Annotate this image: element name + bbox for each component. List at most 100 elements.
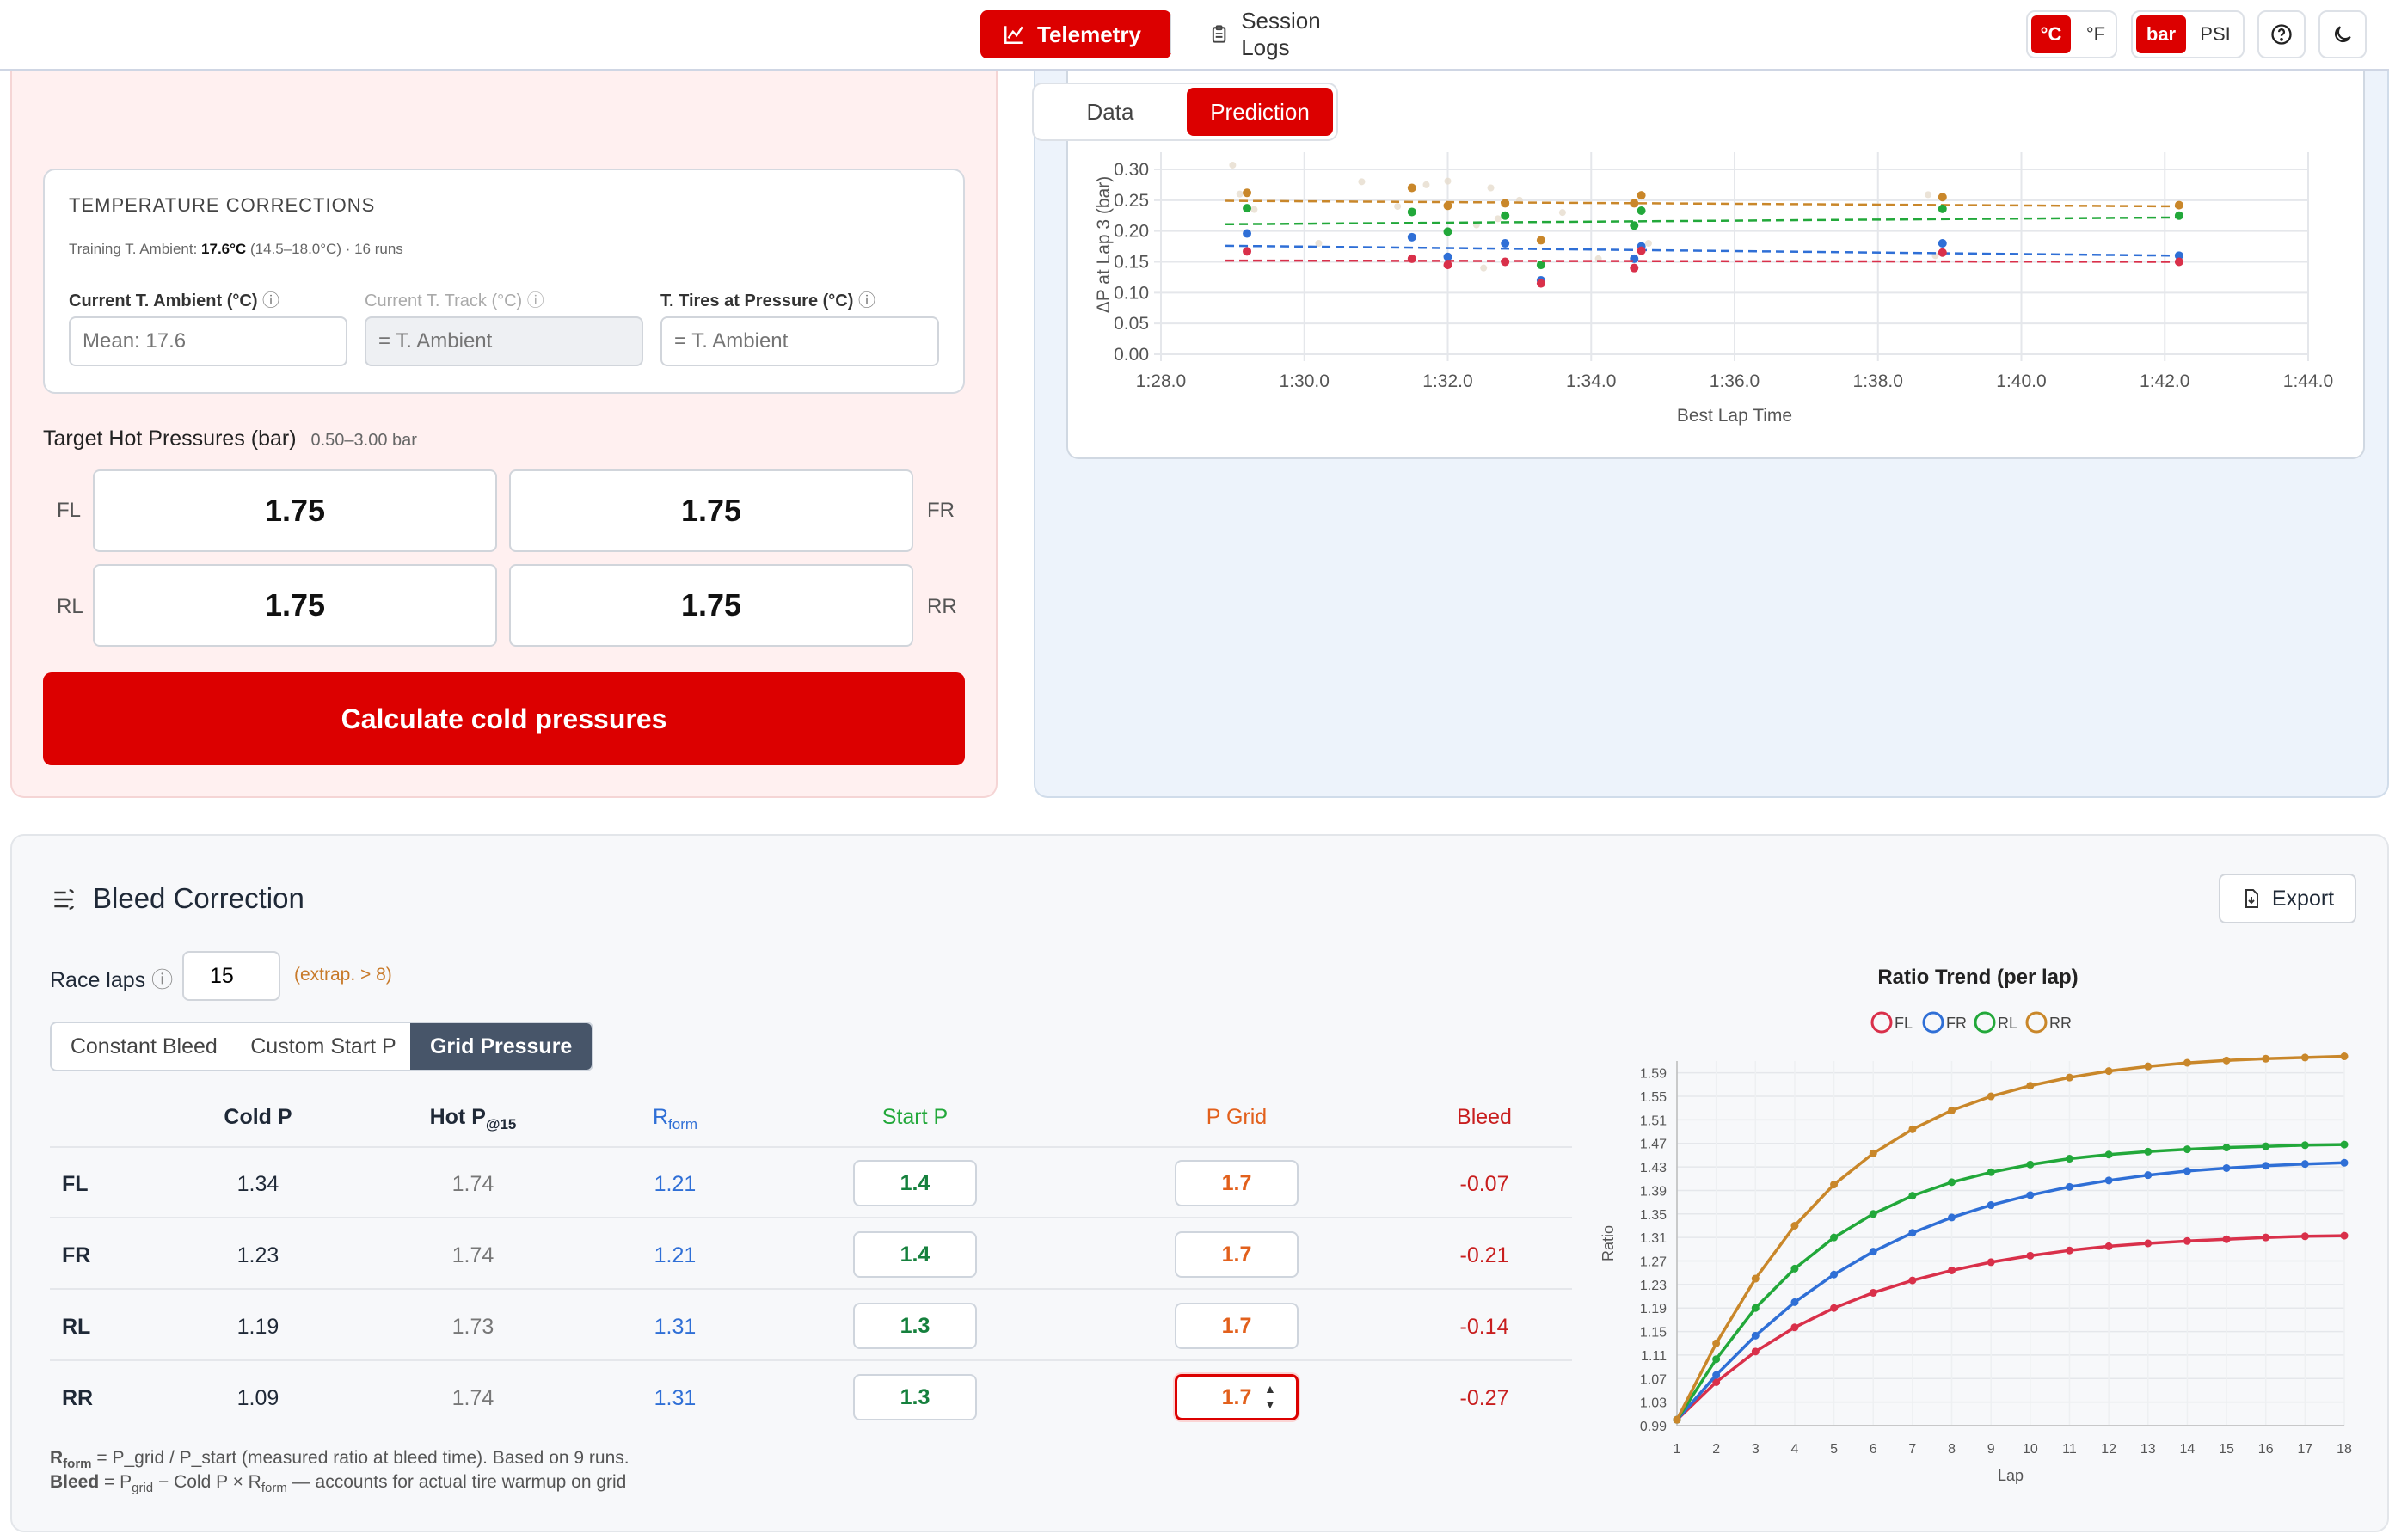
faded-point xyxy=(1644,240,1652,247)
dark-mode-button[interactable] xyxy=(2318,10,2367,58)
session-logs-tab[interactable]: Session Logs xyxy=(1187,8,1393,60)
faded-point xyxy=(1487,184,1495,192)
row-p-grid-input[interactable]: 1.7 xyxy=(1175,1231,1299,1278)
row-start-p-input[interactable]: 1.4 xyxy=(853,1231,977,1278)
row-tire-label: RL xyxy=(62,1315,91,1339)
faded-point xyxy=(1444,177,1452,185)
series-point xyxy=(2222,1144,2231,1152)
row-start-p-input[interactable]: 1.3 xyxy=(853,1303,977,1349)
temp-corrections-title: TEMPERATURE CORRECTIONS xyxy=(69,194,376,216)
data-point xyxy=(1630,221,1639,230)
series-point xyxy=(2300,1232,2309,1241)
row-cold-p: 1.23 xyxy=(236,1243,279,1267)
header-bleed: Bleed xyxy=(1457,1105,1512,1129)
stepper-icon[interactable]: ▲ ▼ xyxy=(1264,1382,1276,1411)
tires-temp-input[interactable] xyxy=(660,316,939,366)
series-point xyxy=(1712,1371,1721,1379)
x-tick-label: 7 xyxy=(1908,1442,1916,1457)
row-start-p-input[interactable]: 1.3 xyxy=(853,1374,977,1420)
help-button[interactable] xyxy=(2257,10,2306,58)
faded-point xyxy=(1358,178,1366,186)
row-divider xyxy=(50,1217,1572,1218)
series-point xyxy=(1751,1331,1760,1340)
y-tick-label: 0.10 xyxy=(1114,283,1149,303)
current-track-input[interactable] xyxy=(365,316,643,366)
x-tick-label: 1:30.0 xyxy=(1280,371,1330,391)
row-rform: 1.31 xyxy=(654,1386,697,1410)
export-button[interactable]: Export xyxy=(2219,874,2356,923)
psi-button[interactable]: PSI xyxy=(2200,23,2231,45)
celsius-button[interactable]: °C xyxy=(2031,15,2071,53)
x-tick-label: 4 xyxy=(1790,1442,1798,1457)
series-point xyxy=(2183,1058,2191,1067)
bleed-correction-title: Bleed Correction xyxy=(93,882,304,914)
row-bleed: -0.07 xyxy=(1459,1172,1509,1196)
target-rr-input[interactable]: 1.75 xyxy=(509,564,913,647)
x-tick-label: 1:28.0 xyxy=(1136,371,1186,391)
series-point xyxy=(2222,1163,2231,1172)
faded-point xyxy=(1236,190,1244,198)
custom-start-p-tab[interactable]: Custom Start P xyxy=(250,1034,396,1058)
series-point xyxy=(1790,1323,1799,1332)
data-point xyxy=(1243,247,1252,256)
series-point xyxy=(1948,1266,1956,1274)
series-point xyxy=(1908,1192,1917,1200)
series-point xyxy=(2340,1052,2349,1061)
row-bleed: -0.14 xyxy=(1459,1315,1509,1339)
row-start-p-input[interactable]: 1.4 xyxy=(853,1160,977,1206)
clipboard-icon xyxy=(1212,25,1226,43)
row-cold-p: 1.19 xyxy=(236,1315,279,1339)
y-tick-label: 0.15 xyxy=(1114,253,1149,273)
telemetry-tab[interactable]: Telemetry xyxy=(980,10,1171,58)
data-point xyxy=(1443,261,1452,270)
x-tick-label: 2 xyxy=(1712,1442,1720,1457)
series-point xyxy=(2340,1140,2349,1149)
row-cold-p: 1.34 xyxy=(236,1172,279,1196)
trend-line xyxy=(1225,244,2179,257)
row-tire-label: RR xyxy=(62,1386,94,1410)
y-tick-label: 0.00 xyxy=(1114,345,1149,365)
y-axis-title: Ratio xyxy=(1600,1225,1617,1261)
data-point xyxy=(1938,239,1947,248)
y-tick-label: 0.30 xyxy=(1114,160,1149,180)
target-fl-input[interactable]: 1.75 xyxy=(93,469,497,552)
series-point xyxy=(2104,1242,2113,1250)
constant-bleed-tab[interactable]: Constant Bleed xyxy=(70,1034,218,1058)
fahrenheit-button[interactable]: °F xyxy=(2085,23,2106,45)
series-point xyxy=(2065,1155,2073,1163)
x-tick-label: 17 xyxy=(2297,1442,2312,1457)
series-point xyxy=(1987,1258,1995,1267)
current-ambient-input[interactable] xyxy=(69,316,347,366)
data-point xyxy=(1443,201,1452,211)
bar-button[interactable]: bar xyxy=(2136,15,2186,53)
x-tick-label: 3 xyxy=(1752,1442,1760,1457)
y-tick-label: 1.15 xyxy=(1640,1326,1667,1341)
series-point xyxy=(2300,1160,2309,1169)
row-p-grid-input[interactable]: 1.7 xyxy=(1175,1160,1299,1206)
faded-point xyxy=(1229,161,1237,169)
series-point xyxy=(2262,1054,2270,1063)
chart-line-icon xyxy=(1004,26,1023,44)
calculate-cold-pressures-button[interactable]: Calculate cold pressures xyxy=(43,672,965,765)
data-point xyxy=(2174,251,2183,261)
info-icon: ⓘ xyxy=(262,291,280,310)
row-p-grid-input[interactable]: 1.7 xyxy=(1175,1303,1299,1349)
data-point xyxy=(1501,211,1510,220)
x-tick-label: 1:44.0 xyxy=(2283,371,2333,391)
x-tick-label: 12 xyxy=(2101,1442,2116,1457)
series-point xyxy=(1948,1213,1956,1222)
row-p-grid-input[interactable]: 1.7 xyxy=(1175,1374,1299,1420)
y-tick-label: 1.23 xyxy=(1640,1279,1667,1293)
target-rl-input[interactable]: 1.75 xyxy=(93,564,497,647)
prediction-tab[interactable]: Prediction xyxy=(1187,88,1333,136)
series-point xyxy=(1948,1178,1956,1187)
bleed-icon xyxy=(54,889,74,910)
fl-label: FL xyxy=(57,499,82,522)
series-point xyxy=(1869,1248,1877,1256)
data-tab[interactable]: Data xyxy=(1086,98,1134,125)
x-tick-label: 1:36.0 xyxy=(1710,371,1760,391)
race-laps-input[interactable] xyxy=(182,951,280,1001)
grid-pressure-tab[interactable]: Grid Pressure xyxy=(410,1023,592,1070)
series-point xyxy=(1751,1304,1760,1312)
target-fr-input[interactable]: 1.75 xyxy=(509,469,913,552)
